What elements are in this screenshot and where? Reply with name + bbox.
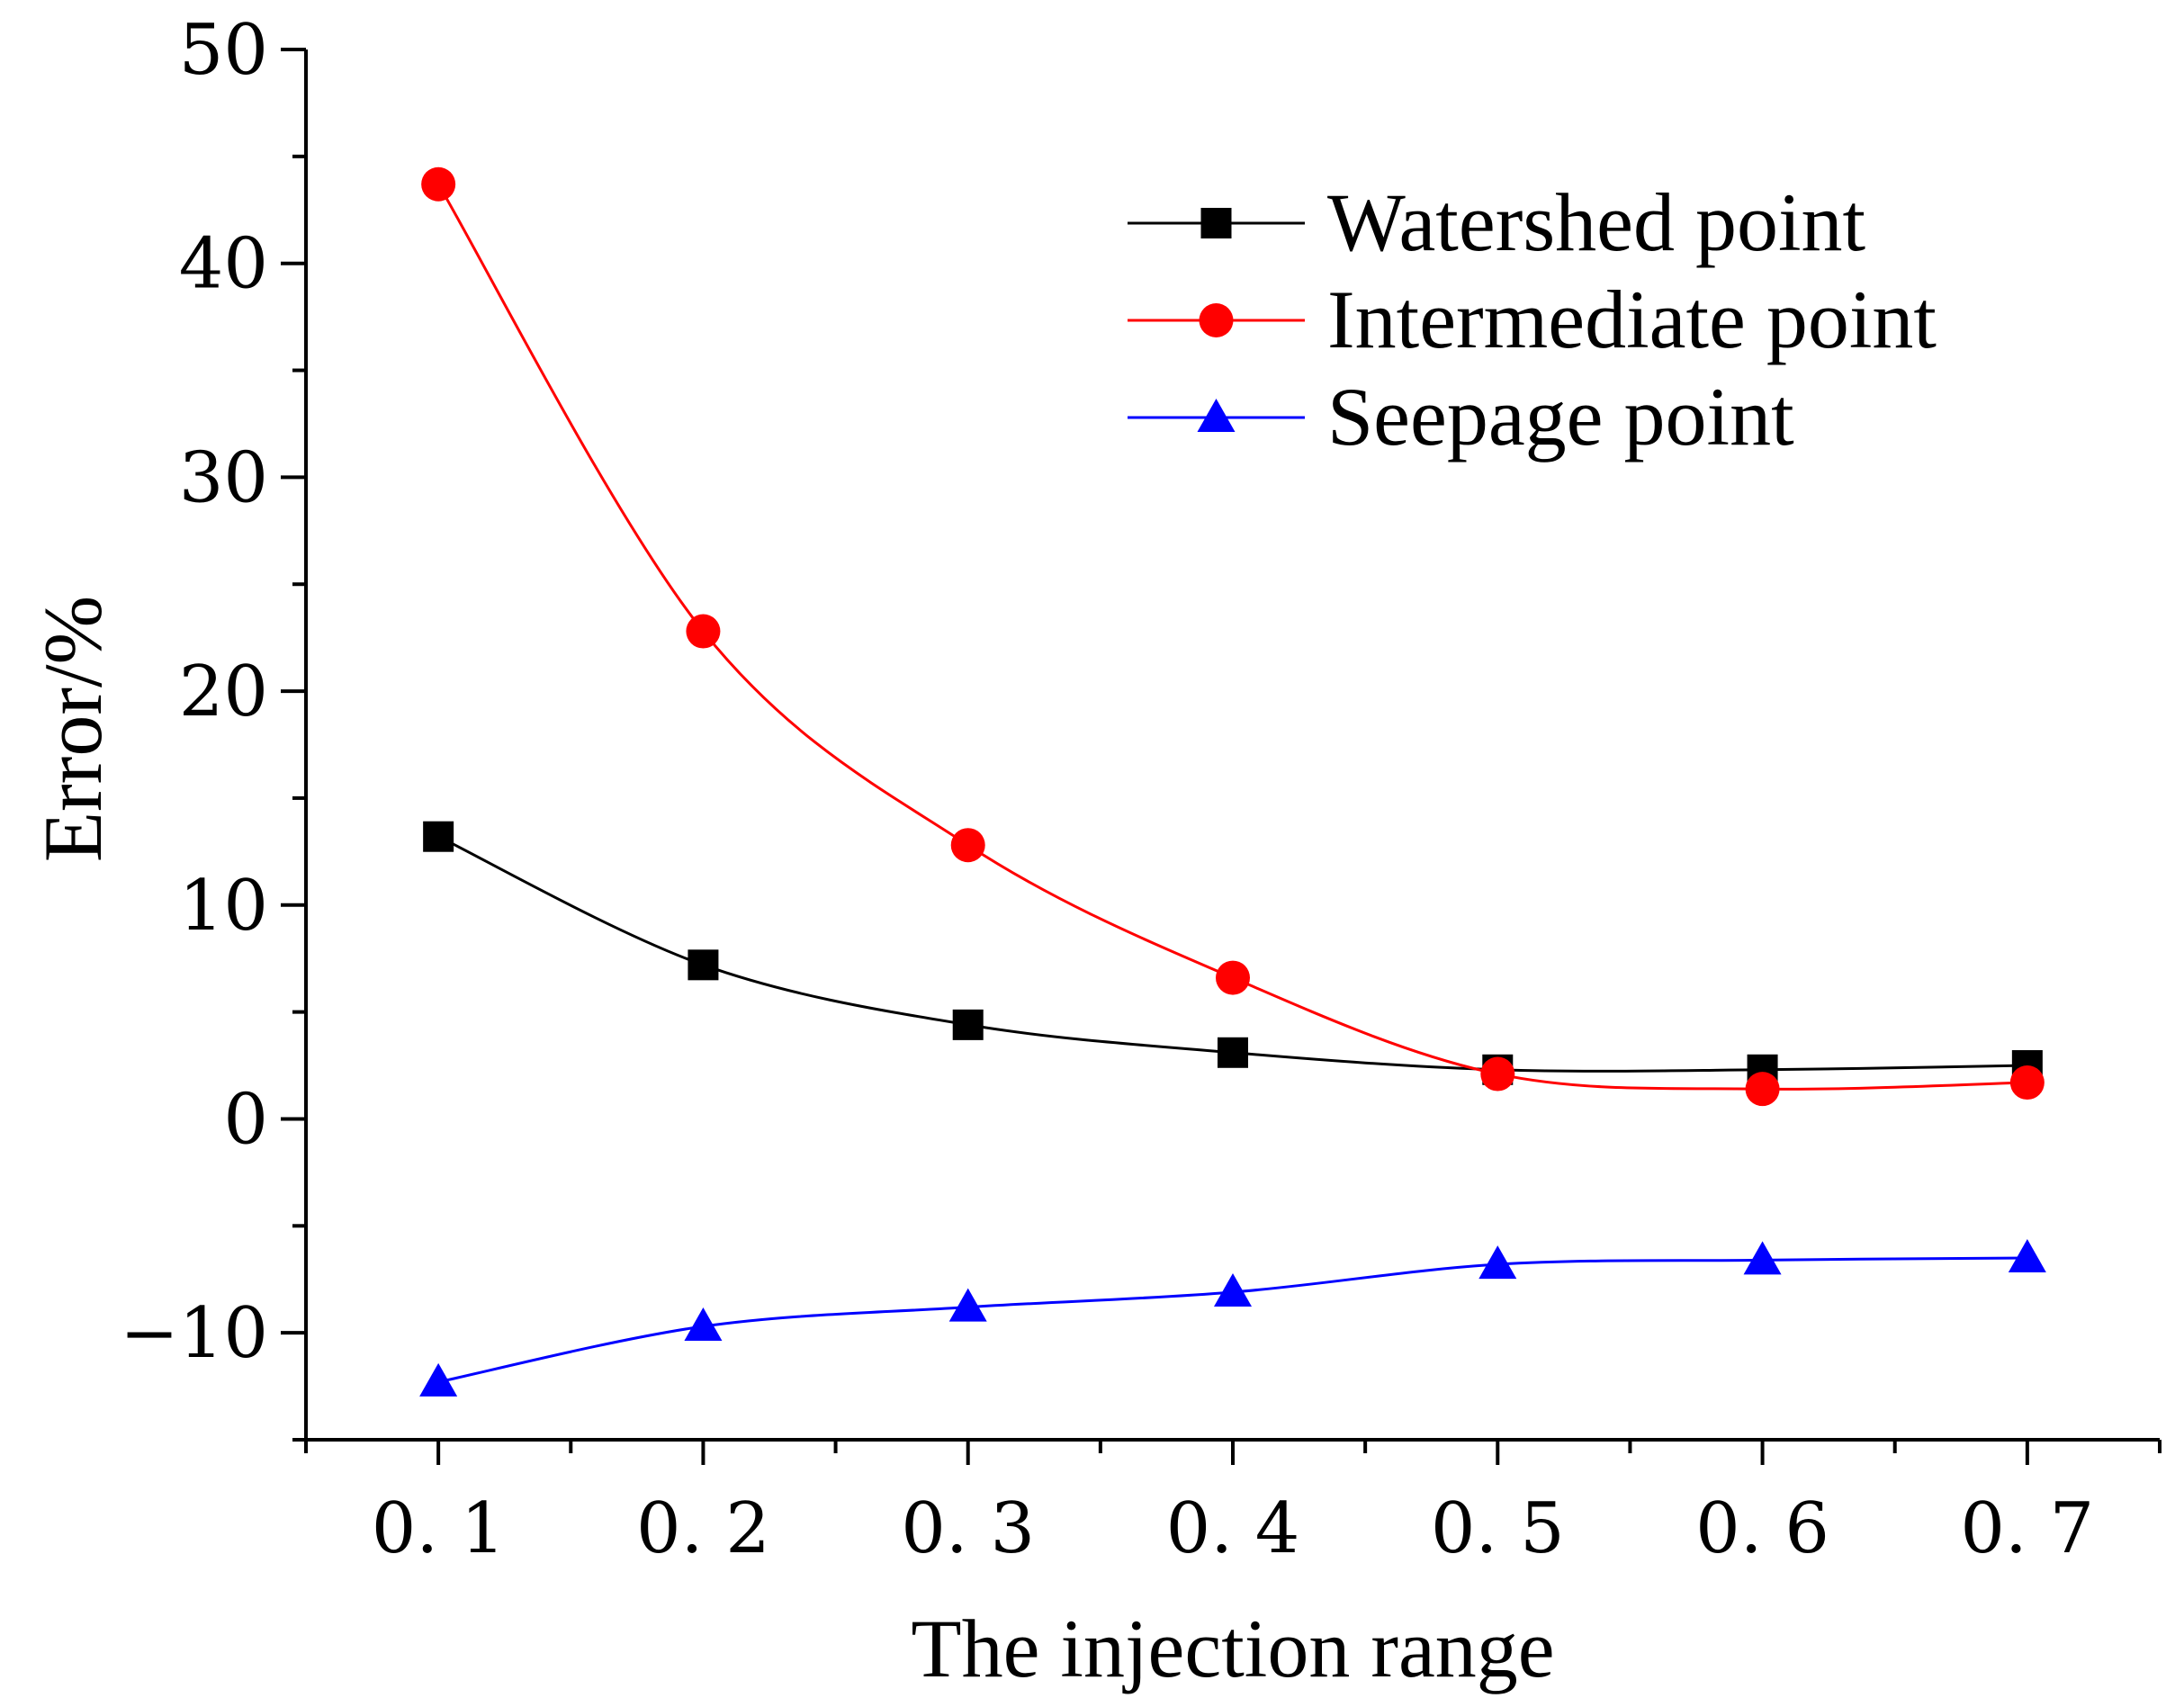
data-point-seepage-point	[419, 1362, 458, 1397]
series-line-watershed-point	[437, 835, 2027, 1073]
data-point-seepage-point	[1214, 1272, 1252, 1307]
legend-marker-watershed-point	[1200, 208, 1232, 238]
y-tick-label: 10	[179, 866, 268, 947]
data-point-intermediate-point	[1216, 960, 1250, 995]
y-tick-label: −10	[120, 1293, 268, 1374]
x-axis-title: The injection range	[911, 1603, 1554, 1694]
legend-marker-intermediate-point	[1199, 303, 1234, 337]
y-axis-title: Error/%	[27, 596, 119, 862]
data-point-watershed-point	[688, 949, 719, 981]
data-point-intermediate-point	[1480, 1056, 1515, 1092]
legend-marker-seepage-point	[1197, 399, 1236, 432]
data-point-seepage-point	[684, 1307, 723, 1342]
data-point-intermediate-point	[686, 614, 721, 649]
data-point-seepage-point	[1478, 1245, 1517, 1280]
y-tick-label: 20	[179, 651, 268, 732]
data-point-intermediate-point	[1745, 1072, 1780, 1107]
data-point-seepage-point	[948, 1288, 987, 1322]
data-point-intermediate-point	[421, 166, 456, 202]
data-point-intermediate-point	[950, 828, 985, 863]
data-point-watershed-point	[423, 821, 454, 852]
axes	[281, 48, 2162, 1465]
data-point-seepage-point	[2008, 1238, 2046, 1272]
legend-label-seepage-point: Seepage point	[1327, 371, 1794, 463]
plot-markers	[419, 166, 2046, 1397]
x-tick-label: 0. 4	[1166, 1488, 1300, 1569]
data-point-seepage-point	[1743, 1241, 1782, 1275]
x-tick-label: 0. 5	[1431, 1488, 1565, 1569]
y-tick-label: 30	[179, 437, 268, 518]
x-tick-label: 0. 3	[901, 1488, 1035, 1569]
y-tick-label: 0	[223, 1079, 268, 1160]
legend-label-intermediate-point: Intermediate point	[1327, 274, 1937, 365]
tick-labels: −10 0 10 20 30 40 50 0. 1 0. 2 0. 3 0. 4 0. 5 0. 6 0.…	[120, 10, 2094, 1569]
x-tick-label: 0. 7	[1960, 1488, 2094, 1569]
y-tick-label: 50	[179, 10, 268, 91]
y-tick-label: 40	[179, 224, 268, 305]
x-tick-label: 0. 6	[1695, 1488, 1829, 1569]
data-point-watershed-point	[1218, 1037, 1248, 1068]
x-tick-label: 0. 1	[372, 1488, 506, 1569]
legend-label-watershed-point: Watershed point	[1327, 176, 1866, 268]
x-tick-label: 0. 2	[636, 1488, 770, 1569]
data-point-watershed-point	[952, 1009, 984, 1040]
data-point-intermediate-point	[2009, 1065, 2045, 1101]
